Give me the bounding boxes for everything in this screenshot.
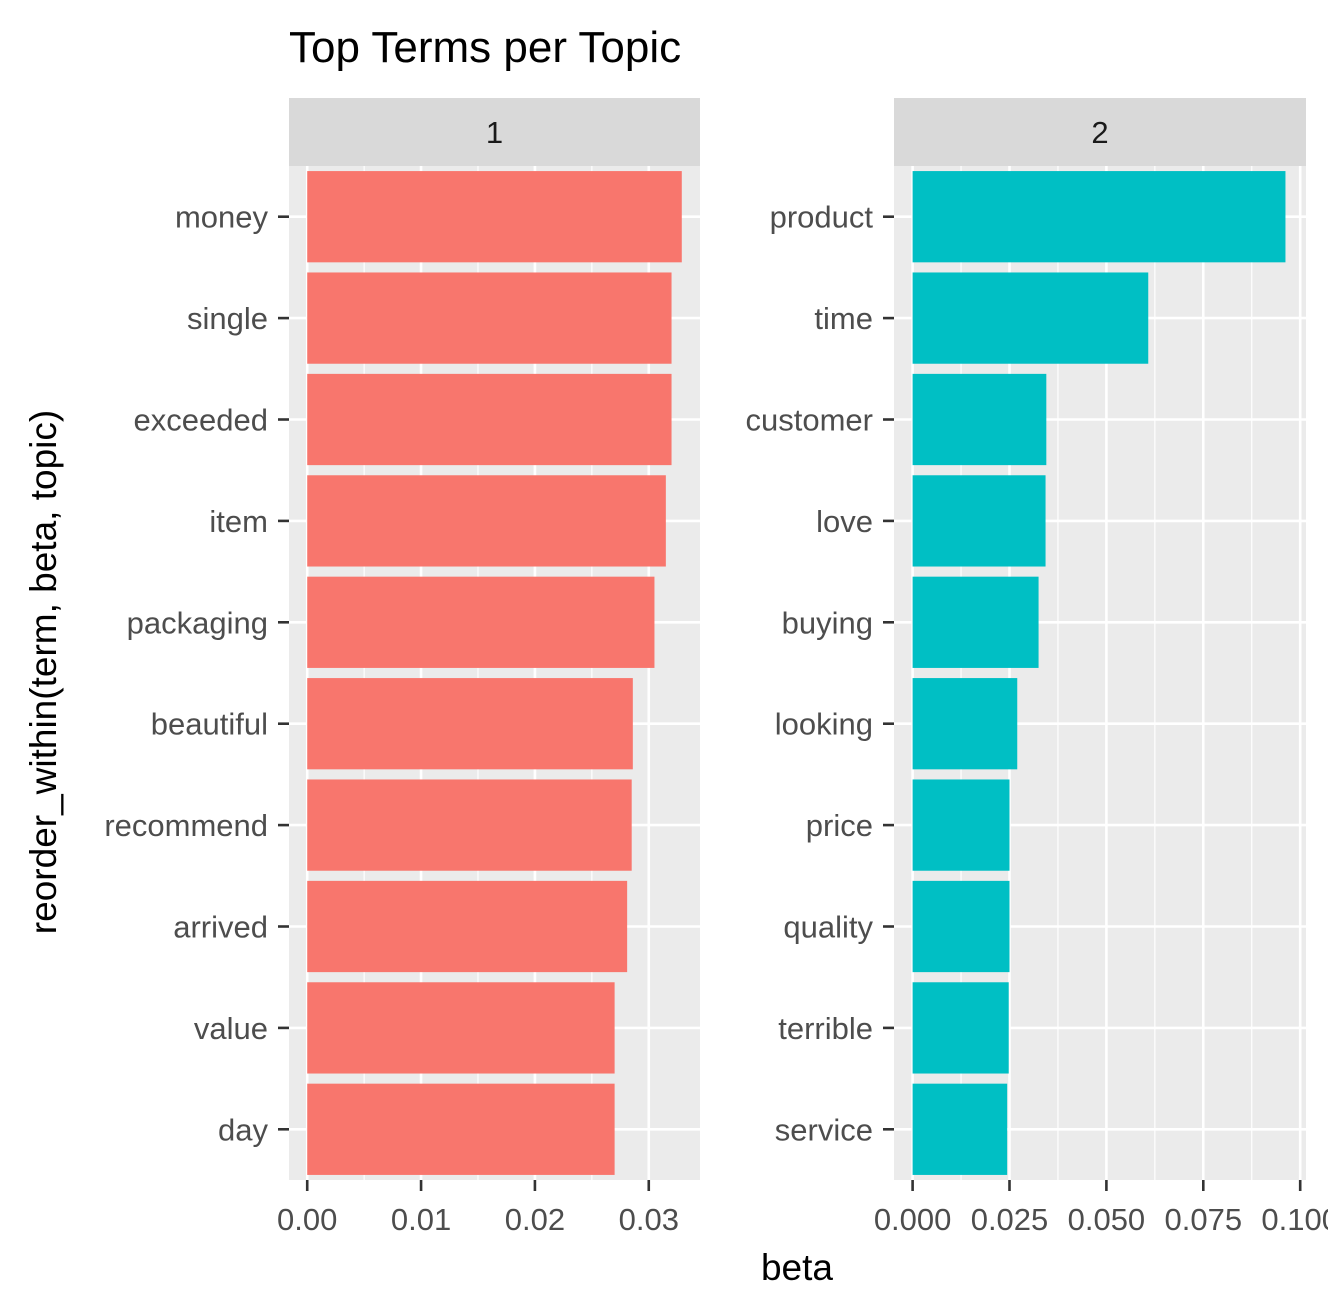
y-tick-label: quality — [783, 910, 873, 945]
y-tick-label: exceeded — [134, 403, 268, 438]
y-tick-label: beautiful — [151, 707, 268, 742]
x-tick-label: 0.100 — [1261, 1202, 1328, 1237]
bar-packaging — [307, 576, 655, 668]
bar-product — [912, 171, 1286, 263]
y-tick-label: buying — [782, 605, 873, 640]
x-tick-label: 0.03 — [619, 1202, 679, 1237]
facet-strip — [289, 98, 700, 166]
facet-strip-label: 1 — [486, 115, 503, 150]
facet-strip — [894, 98, 1306, 166]
bar-love — [912, 475, 1046, 567]
bar-terrible — [912, 982, 1009, 1074]
bar-single — [307, 272, 672, 364]
x-tick-label: 0.050 — [1068, 1202, 1146, 1237]
y-tick-label: looking — [775, 707, 873, 742]
x-tick-label: 0.000 — [874, 1202, 952, 1237]
y-tick-label: customer — [746, 403, 873, 438]
bar-service — [912, 1083, 1008, 1175]
bar-price — [912, 779, 1010, 871]
facet-panel-1: 1 money single exceeded item packaging beautif… — [104, 98, 700, 1237]
y-tick-label: packaging — [127, 605, 268, 640]
x-tick-label: 0.025 — [971, 1202, 1049, 1237]
bar-quality — [912, 880, 1010, 973]
bar-day — [307, 1083, 615, 1175]
y-tick-label: money — [175, 200, 269, 235]
facet-panel-2: 2 product time customer love buying looking pri… — [746, 98, 1328, 1237]
y-axis-title: reorder_within(term, beta, topic) — [23, 410, 64, 934]
x-tick-label: 0.02 — [505, 1202, 565, 1237]
y-tick-label: value — [194, 1011, 268, 1046]
bar-recommend — [307, 779, 632, 871]
y-tick-label: day — [218, 1112, 268, 1147]
x-tick-label: 0.00 — [277, 1202, 337, 1237]
bar-arrived — [307, 880, 628, 973]
x-tick-label: 0.075 — [1165, 1202, 1243, 1237]
chart-title: Top Terms per Topic — [289, 23, 681, 72]
y-tick-label: arrived — [173, 910, 268, 945]
bar-money — [307, 171, 682, 263]
bar-buying — [912, 576, 1039, 668]
y-tick-label: recommend — [104, 808, 268, 843]
bar-beautiful — [307, 678, 633, 770]
y-tick-label: product — [770, 200, 874, 235]
bar-item — [307, 475, 666, 567]
bar-looking — [912, 678, 1018, 770]
y-tick-label: item — [209, 504, 268, 539]
y-tick-label: service — [775, 1112, 873, 1147]
x-axis-title: beta — [761, 1247, 833, 1288]
y-tick-label: single — [187, 301, 268, 336]
bar-value — [307, 982, 615, 1074]
bar-time — [912, 272, 1149, 364]
facet-strip-label: 2 — [1091, 115, 1108, 150]
y-tick-label: terrible — [778, 1011, 873, 1046]
y-tick-label: love — [816, 504, 873, 539]
y-tick-label: price — [806, 808, 873, 843]
bar-exceeded — [307, 373, 672, 466]
y-tick-label: time — [814, 301, 873, 336]
bar-customer — [912, 373, 1047, 466]
x-tick-label: 0.01 — [391, 1202, 451, 1237]
